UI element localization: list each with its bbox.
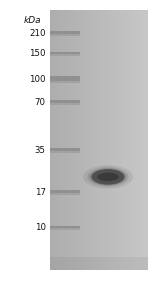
Bar (128, 10, 130, 270)
Bar (133, 10, 135, 270)
Bar (136, 10, 138, 270)
Text: 35: 35 (35, 146, 46, 155)
Bar (75, 10, 76, 270)
Text: 100: 100 (29, 75, 46, 84)
FancyBboxPatch shape (50, 100, 80, 105)
Bar (58, 10, 60, 270)
Bar (54, 10, 55, 270)
FancyBboxPatch shape (50, 151, 80, 153)
Bar (109, 10, 110, 270)
Bar (91, 10, 93, 270)
Bar (66, 10, 68, 270)
Text: 17: 17 (35, 188, 46, 197)
Bar (101, 10, 102, 270)
Bar (123, 10, 125, 270)
Bar (122, 10, 123, 270)
Bar (88, 10, 89, 270)
Bar (125, 10, 127, 270)
FancyBboxPatch shape (50, 54, 80, 56)
Bar (60, 10, 62, 270)
Bar (132, 10, 133, 270)
FancyBboxPatch shape (50, 34, 80, 36)
Bar (57, 10, 58, 270)
Text: 210: 210 (29, 29, 46, 38)
Bar (63, 10, 65, 270)
Bar (112, 10, 114, 270)
Bar (83, 10, 84, 270)
Bar (143, 10, 144, 270)
Bar (65, 10, 66, 270)
Bar (118, 10, 120, 270)
Ellipse shape (87, 167, 129, 186)
Bar (76, 10, 78, 270)
Bar (138, 10, 140, 270)
FancyBboxPatch shape (50, 193, 80, 195)
FancyBboxPatch shape (50, 190, 80, 195)
Bar (81, 10, 83, 270)
FancyBboxPatch shape (50, 228, 80, 230)
Ellipse shape (92, 169, 124, 185)
Bar (86, 10, 88, 270)
Bar (84, 10, 86, 270)
FancyBboxPatch shape (50, 148, 80, 153)
Bar (55, 10, 57, 270)
FancyBboxPatch shape (50, 81, 80, 83)
Bar (97, 10, 99, 270)
Bar (89, 10, 91, 270)
Bar (127, 10, 128, 270)
Bar (73, 10, 75, 270)
Bar (107, 10, 109, 270)
Bar (141, 10, 143, 270)
Bar (68, 10, 70, 270)
Bar (146, 10, 148, 270)
Bar (114, 10, 115, 270)
Bar (62, 10, 63, 270)
Bar (96, 10, 97, 270)
Bar (50, 257, 148, 270)
Bar (94, 10, 96, 270)
Ellipse shape (90, 168, 126, 185)
Bar (135, 10, 136, 270)
Bar (102, 10, 104, 270)
Ellipse shape (83, 165, 133, 188)
Bar (130, 10, 132, 270)
FancyBboxPatch shape (50, 76, 80, 83)
Bar (70, 10, 71, 270)
FancyBboxPatch shape (50, 226, 80, 230)
Bar (140, 10, 141, 270)
Bar (50, 10, 52, 270)
Bar (71, 10, 73, 270)
Bar (99, 10, 101, 270)
Bar (115, 10, 117, 270)
Text: 10: 10 (35, 223, 46, 232)
Bar (93, 10, 94, 270)
Text: 70: 70 (35, 98, 46, 107)
FancyBboxPatch shape (50, 103, 80, 105)
Bar (104, 10, 105, 270)
Bar (110, 10, 112, 270)
Bar (105, 10, 107, 270)
FancyBboxPatch shape (50, 31, 80, 36)
Bar (117, 10, 119, 270)
Bar (78, 10, 80, 270)
Text: 150: 150 (29, 49, 46, 58)
FancyBboxPatch shape (50, 52, 80, 56)
Text: kDa: kDa (24, 16, 41, 25)
Bar (120, 10, 122, 270)
Bar (52, 10, 54, 270)
Ellipse shape (97, 173, 119, 181)
Bar (80, 10, 81, 270)
Bar (144, 10, 146, 270)
